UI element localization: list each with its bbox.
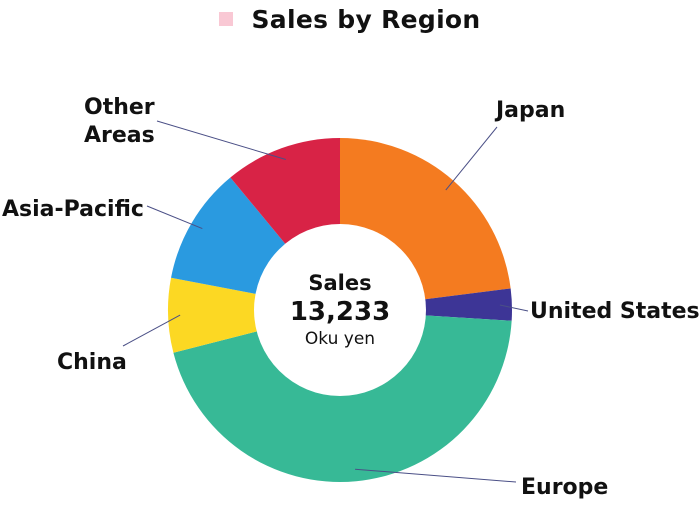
slice-label-line: Europe [521, 475, 608, 500]
slice-label-line: Other [84, 95, 155, 120]
slice-label-china: China [57, 350, 127, 375]
slice-united-states [340, 288, 512, 321]
center-label: Sales [308, 271, 371, 295]
slice-label-line: Asia-Pacific [2, 197, 144, 222]
slice-label-line: China [57, 350, 127, 375]
slice-label-line: United States [530, 299, 700, 324]
center-unit: Oku yen [305, 329, 375, 349]
leader-line-asia-pacific [146, 205, 203, 230]
legend-swatch [219, 12, 234, 26]
slice-label-line: Areas [84, 123, 155, 148]
slice-europe [173, 310, 512, 482]
center-total: 13,233 [290, 297, 390, 327]
leader-line-united-states [499, 304, 529, 312]
slice-label-japan: Japan [494, 98, 565, 123]
slice-label-asia-pacific: Asia-Pacific [2, 197, 144, 222]
leader-line-japan [445, 126, 498, 191]
slice-label-united-states: United States [530, 299, 700, 324]
leader-line-china [122, 314, 181, 347]
slice-labels-group: Japan United States Europe China Asia-Pacifi… [2, 95, 700, 500]
slice-label-other-areas: Other Areas [84, 95, 155, 148]
slice-china [168, 277, 340, 353]
leader-line-europe [355, 468, 517, 483]
chart-title: Sales by Region [251, 4, 481, 34]
leader-line-other-areas [156, 120, 286, 160]
slice-label-europe: Europe [521, 475, 608, 500]
donut-hole [254, 224, 426, 396]
slice-label-line: Japan [494, 98, 565, 123]
leader-lines-group [122, 120, 529, 483]
chart-header: Sales by Region [0, 2, 700, 36]
